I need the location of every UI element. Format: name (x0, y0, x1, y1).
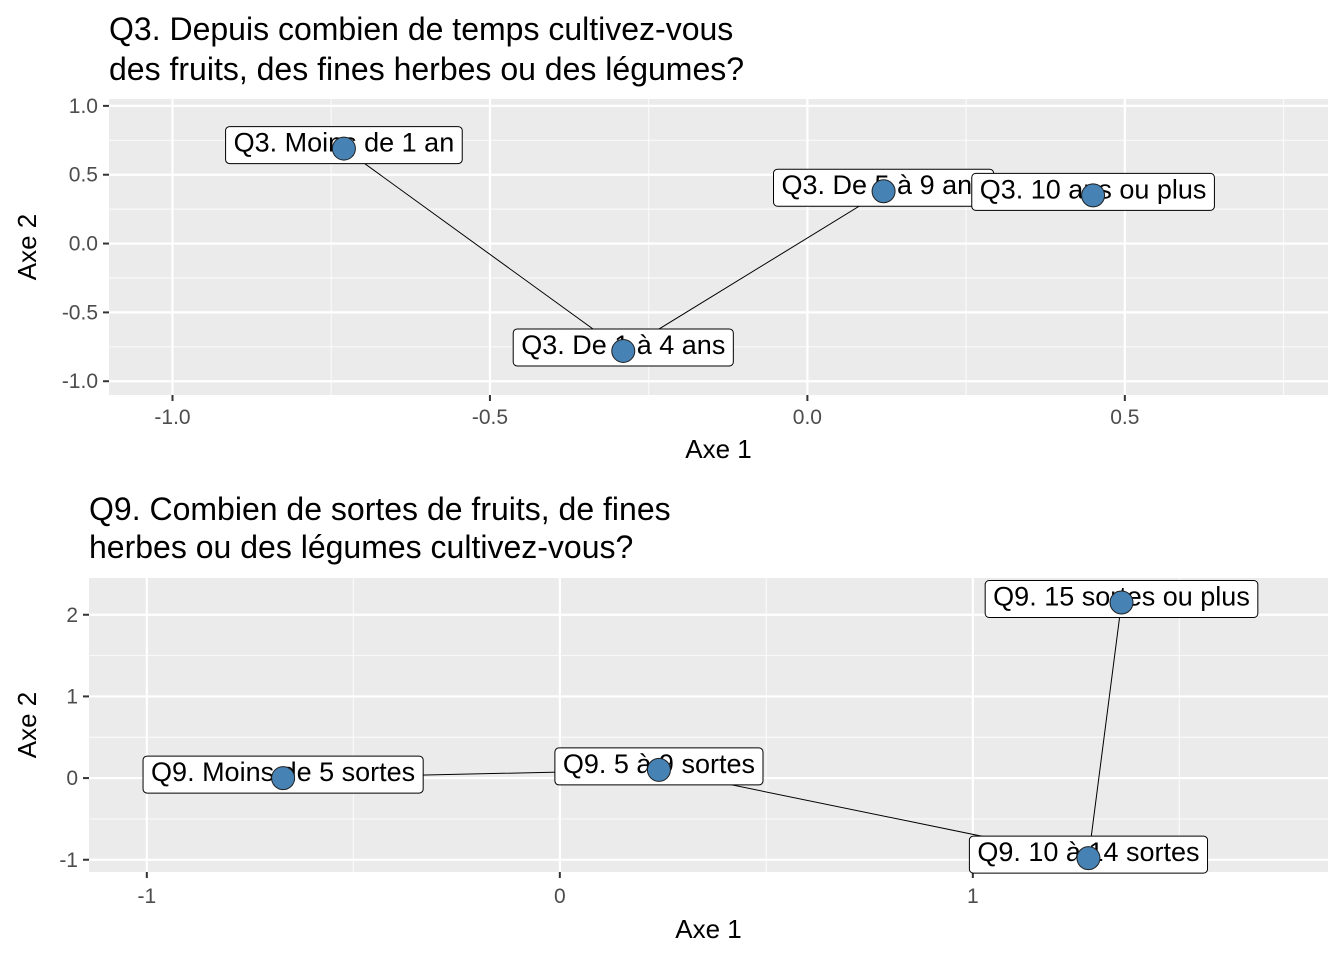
chart-title-line-1: Q9. Combien de sortes de fruits, de fine… (89, 491, 671, 527)
x-axis-title: Axe 1 (685, 434, 752, 464)
y-tick-label: 2 (66, 604, 78, 627)
data-point (1109, 590, 1134, 615)
x-tick-label: 0.0 (793, 406, 822, 429)
y-tick-label: -1 (59, 849, 78, 872)
y-tick-label: -1.0 (62, 370, 98, 393)
series-path (283, 602, 1122, 859)
x-tick-label: -1.0 (154, 406, 190, 429)
chart-title-line-1: Q3. Depuis combien de temps cultivez-vou… (109, 11, 733, 47)
chart-panel-1: Q3. Depuis combien de temps cultivez-vou… (12, 11, 1328, 464)
chart-title-line-2: des fruits, des fines herbes ou des légu… (109, 51, 744, 87)
chart-title-line-2: herbes ou des légumes cultivez-vous? (89, 529, 633, 565)
x-tick-label: 0.5 (1110, 406, 1139, 429)
x-tick-label: 0 (554, 885, 566, 908)
data-point (1076, 846, 1101, 871)
x-tick-label: -1 (137, 885, 156, 908)
y-tick-label: 0.5 (69, 164, 98, 187)
data-point (271, 766, 296, 791)
data-point (871, 179, 896, 204)
plot-background (89, 578, 1328, 872)
data-point (646, 757, 671, 782)
x-axis-title: Axe 1 (675, 914, 742, 944)
y-axis-title: Axe 2 (12, 692, 42, 759)
data-point (331, 136, 356, 161)
y-tick-label: 1 (66, 685, 78, 708)
y-tick-label: 1.0 (69, 95, 98, 118)
y-tick-label: 0.0 (69, 233, 98, 256)
chart-panel-2: Q9. Combien de sortes de fruits, de fine… (12, 491, 1328, 944)
x-tick-label: 1 (967, 885, 979, 908)
points (271, 590, 1134, 871)
y-axis-title: Axe 2 (12, 214, 42, 281)
data-point (611, 338, 636, 363)
data-point (1081, 183, 1106, 208)
points (331, 136, 1106, 363)
y-tick-label: 0 (66, 767, 78, 790)
x-tick-label: -0.5 (472, 406, 508, 429)
y-tick-label: -0.5 (62, 301, 98, 324)
